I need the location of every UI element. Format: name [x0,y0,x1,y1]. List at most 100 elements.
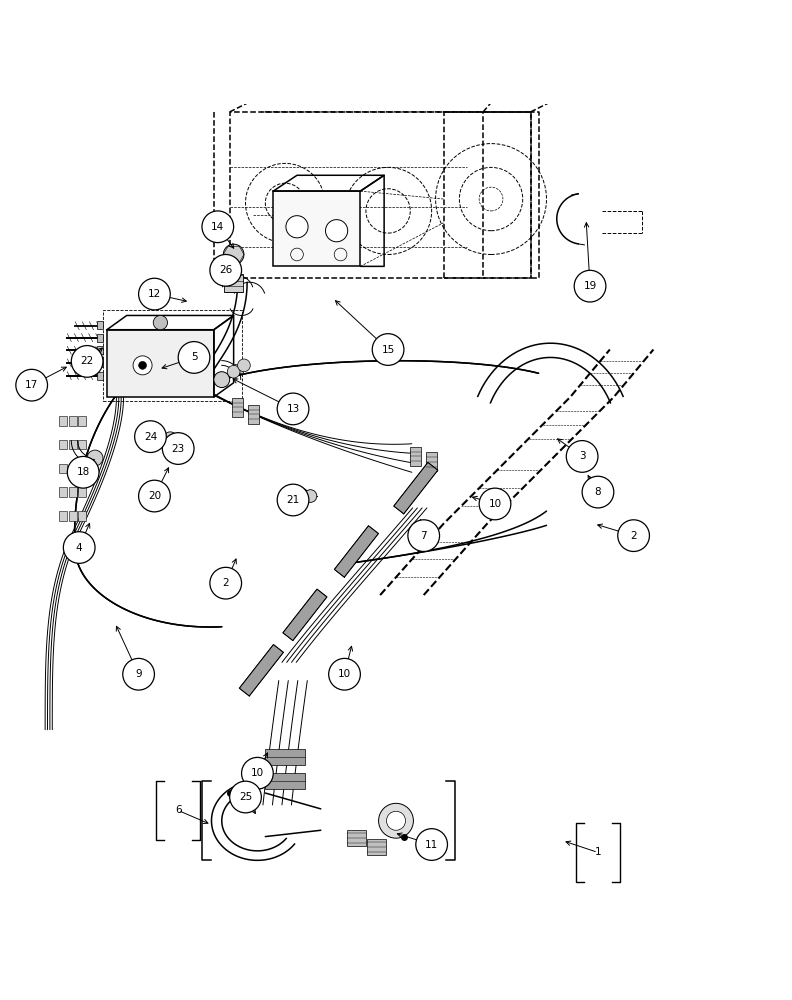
Circle shape [87,450,103,466]
Circle shape [329,658,360,690]
Circle shape [386,811,406,830]
Circle shape [154,315,168,330]
Bar [78,464,86,473]
Circle shape [238,359,250,372]
Bar [107,330,214,397]
Bar [59,464,67,473]
Circle shape [574,270,606,302]
Text: 13: 13 [287,404,299,414]
Bar [232,398,243,417]
Circle shape [178,342,210,373]
Text: 20: 20 [148,491,161,501]
Text: 2: 2 [223,578,229,588]
Bar [59,440,67,449]
Circle shape [230,781,261,813]
Bar [59,487,67,497]
Text: 18: 18 [77,467,89,477]
Circle shape [167,436,173,442]
Circle shape [139,361,147,369]
Circle shape [582,476,614,508]
Text: 2: 2 [630,531,637,541]
Circle shape [202,211,234,243]
Text: 26: 26 [219,265,232,275]
Bar [103,310,242,401]
Circle shape [133,356,152,375]
Bar [367,839,386,855]
Bar [78,487,86,497]
Text: 12: 12 [148,289,161,299]
Circle shape [223,244,244,265]
Bar [59,416,67,426]
Bar [69,440,77,449]
Bar [97,359,103,367]
Circle shape [210,254,242,286]
Bar [273,191,360,266]
Circle shape [135,421,166,452]
Bar [265,749,305,765]
Circle shape [123,658,154,690]
Bar [224,274,243,292]
Circle shape [71,346,103,377]
Circle shape [214,372,230,388]
Circle shape [227,365,240,378]
Text: 9: 9 [135,669,142,679]
Circle shape [139,480,170,512]
Text: 5: 5 [191,352,197,362]
Circle shape [372,334,404,365]
Bar [410,447,421,466]
Bar [69,511,77,521]
Circle shape [479,488,511,520]
Polygon shape [239,645,284,696]
Text: 10: 10 [338,669,351,679]
Circle shape [162,433,194,464]
Bar [69,487,77,497]
Bar [97,334,103,342]
Circle shape [618,520,649,551]
Bar [97,372,103,380]
Text: 25: 25 [239,792,252,802]
Circle shape [210,567,242,599]
Circle shape [163,432,177,446]
Bar [426,452,437,471]
Bar [248,405,259,424]
Circle shape [285,490,298,502]
Text: 4: 4 [76,543,82,553]
Text: 7: 7 [421,531,427,541]
Bar [234,364,243,373]
Circle shape [304,490,317,502]
Text: 21: 21 [287,495,299,505]
Bar [78,511,86,521]
Circle shape [16,369,48,401]
Text: 10: 10 [251,768,264,778]
Text: 19: 19 [584,281,596,291]
Text: 22: 22 [81,356,93,366]
Bar [97,346,103,354]
Circle shape [379,803,413,838]
Polygon shape [394,462,438,514]
Polygon shape [283,589,327,641]
Polygon shape [334,526,379,577]
Text: 8: 8 [595,487,601,497]
Bar [265,773,305,789]
Circle shape [139,278,170,310]
Circle shape [566,441,598,472]
Circle shape [286,216,308,238]
Circle shape [277,393,309,425]
Bar [59,511,67,521]
Circle shape [67,456,99,488]
Text: 3: 3 [579,451,585,461]
Circle shape [63,532,95,563]
Bar [69,464,77,473]
Text: 15: 15 [382,345,394,355]
Bar [347,830,366,846]
Circle shape [416,829,447,860]
Bar [97,321,103,329]
Circle shape [277,484,309,516]
Text: 6: 6 [175,805,181,815]
Text: 1: 1 [595,847,601,857]
Bar [69,416,77,426]
Bar [78,416,86,426]
Text: 10: 10 [489,499,501,509]
Text: 23: 23 [172,444,185,454]
Circle shape [408,520,440,551]
